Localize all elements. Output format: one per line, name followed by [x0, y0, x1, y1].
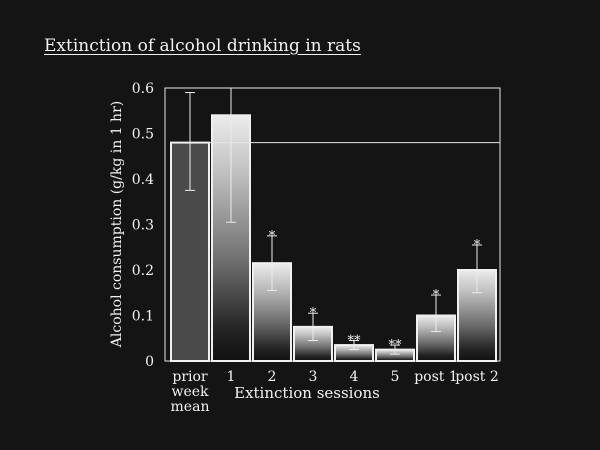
y-axis-label: Alcohol consumption (g/kg in 1 hr): [109, 101, 125, 348]
significance-marker-7: *: [433, 288, 440, 303]
x-tick-label: prior week mean: [171, 369, 210, 415]
y-tick-label: 0.2: [132, 263, 154, 279]
significance-marker-6: **: [389, 338, 403, 353]
x-tick-label: 4: [350, 369, 359, 385]
chart-title: Extinction of alcohol drinking in rats: [44, 36, 361, 56]
y-tick-label: 0.1: [132, 309, 154, 325]
x-tick-label: post 1: [414, 369, 458, 385]
x-axis-label: Extinction sessions: [234, 384, 380, 402]
bar-4: [293, 325, 333, 362]
y-tick-label: 0.4: [132, 172, 154, 188]
x-tick-label: 5: [391, 369, 400, 385]
y-tick-label: 0: [145, 354, 154, 370]
y-tick-label: 0.5: [132, 127, 154, 143]
significance-marker-3: *: [269, 229, 276, 244]
significance-marker-4: *: [310, 306, 317, 321]
x-tick-label: 2: [268, 369, 277, 385]
x-tick-label: post 2: [455, 369, 499, 385]
x-tick-label: 3: [309, 369, 318, 385]
x-tick-label: 1: [227, 369, 236, 385]
y-tick-label: 0.3: [132, 218, 154, 234]
y-tick-label: 0.6: [132, 81, 154, 97]
significance-marker-5: **: [348, 334, 362, 349]
significance-marker-8: *: [474, 238, 481, 253]
